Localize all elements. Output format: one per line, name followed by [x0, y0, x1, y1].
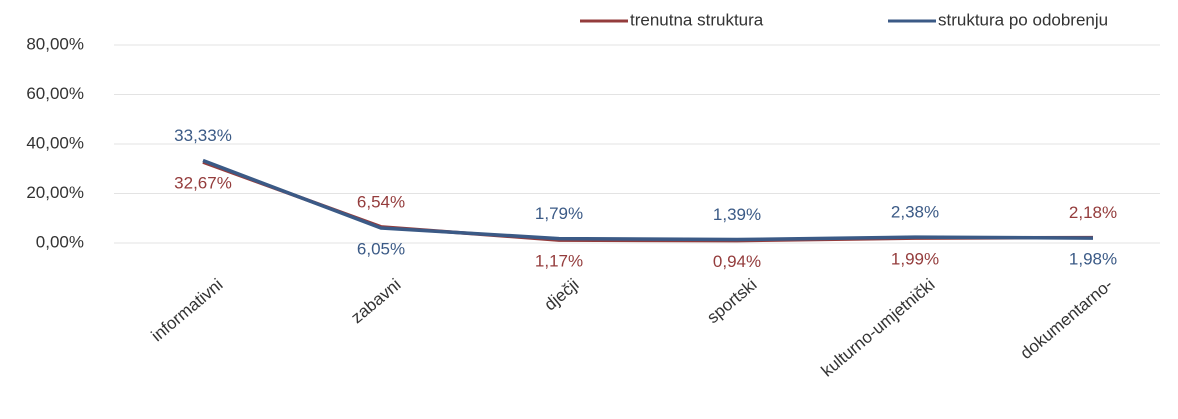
data-label: 33,33% — [174, 126, 232, 145]
data-label: 2,38% — [891, 203, 939, 222]
y-tick-label: 40,00% — [26, 133, 84, 152]
data-label: 32,67% — [174, 174, 232, 193]
data-label: 1,17% — [535, 252, 583, 271]
y-tick-label: 20,00% — [26, 183, 84, 202]
x-tick-label: informativni — [148, 275, 227, 345]
data-label: 6,54% — [357, 192, 405, 211]
x-tick-label: dječji — [541, 275, 583, 314]
data-label: 0,94% — [713, 252, 761, 271]
y-tick-label: 60,00% — [26, 84, 84, 103]
x-tick-label: sportski — [703, 275, 760, 327]
x-tick-label: kulturno-umjetnički — [818, 275, 939, 381]
y-tick-label: 80,00% — [26, 34, 84, 53]
series-line — [202, 158, 1094, 242]
legend-label: trenutna struktura — [630, 10, 764, 29]
data-label: 1,99% — [891, 250, 939, 269]
legend-label: struktura po odobrenju — [938, 10, 1108, 29]
data-label: 2,18% — [1069, 203, 1117, 222]
data-label: 1,98% — [1069, 250, 1117, 269]
y-tick-label: 0,00% — [36, 232, 84, 251]
series-line — [202, 160, 1094, 243]
data-label: 1,79% — [535, 204, 583, 223]
x-tick-label: zabavni — [347, 275, 404, 327]
data-label: 6,05% — [357, 240, 405, 259]
x-tick-label: dokumentarno- — [1017, 275, 1117, 363]
data-label: 1,39% — [713, 205, 761, 224]
